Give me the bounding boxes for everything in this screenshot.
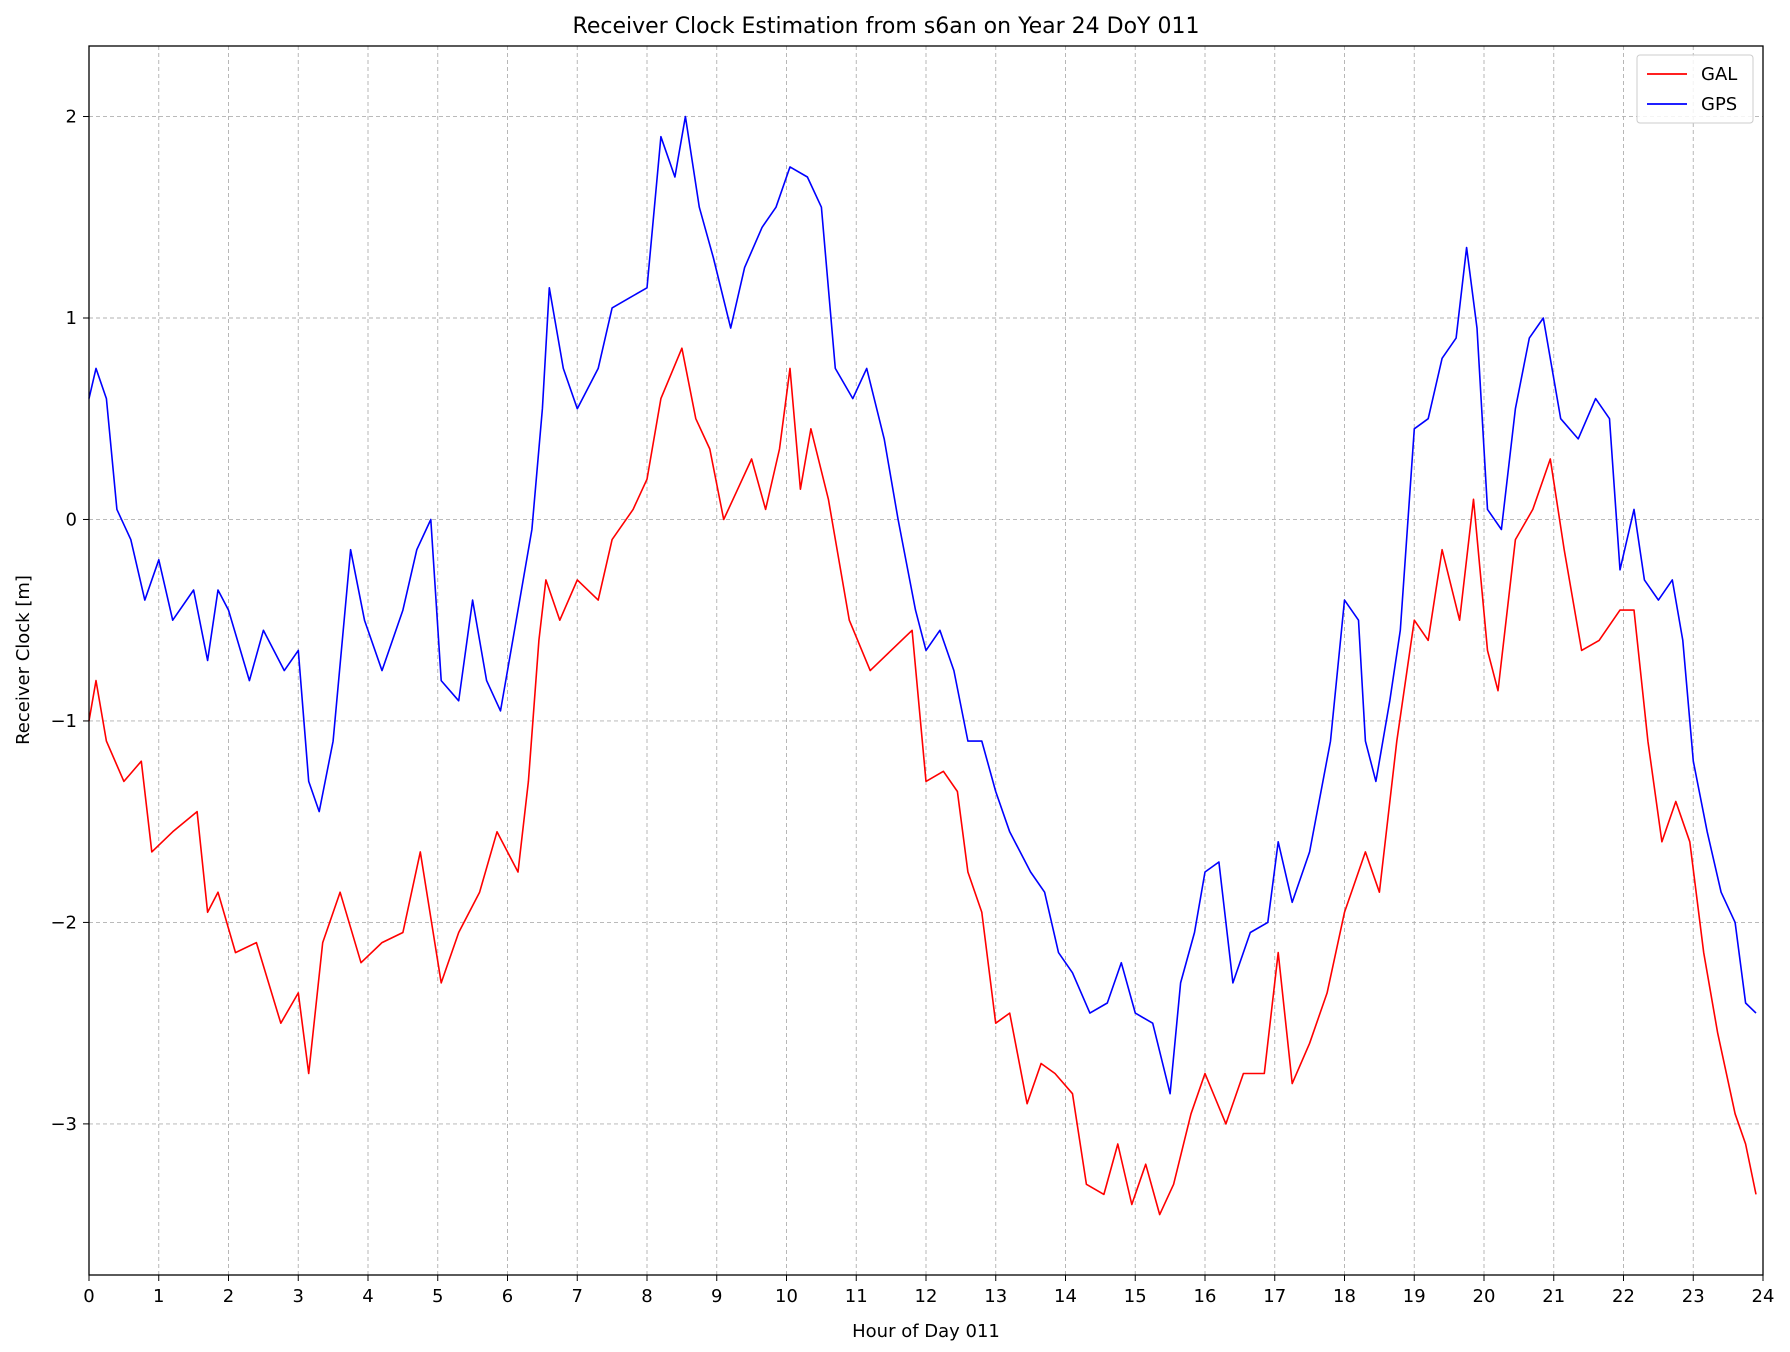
y-tick-label: −1 xyxy=(50,711,77,732)
legend-box xyxy=(1636,54,1754,124)
legend-label-gps: GPS xyxy=(1701,94,1737,115)
y-axis: −3 −2 −1 0 1 2 xyxy=(50,107,89,1135)
y-tick-label: −2 xyxy=(50,912,77,933)
legend-label-gal: GAL xyxy=(1701,64,1737,85)
series-line-gps xyxy=(88,115,1757,1095)
x-axis: 0 1 2 3 4 5 6 7 8 9 10 11 12 13 14 15 16 17 18 19 20 21 22 23 24 xyxy=(83,1275,1774,1307)
grid xyxy=(88,46,1764,1275)
series-line-gal xyxy=(88,347,1757,1216)
y-tick-label: 2 xyxy=(66,107,77,128)
x-tick-label: 17 xyxy=(1263,1286,1286,1307)
y-tick-label: 0 xyxy=(66,509,77,530)
x-tick-label: 3 xyxy=(293,1286,304,1307)
legend: GAL GPS xyxy=(1636,54,1754,124)
x-tick-label: 7 xyxy=(572,1286,583,1307)
x-tick-label: 14 xyxy=(1054,1286,1077,1307)
x-tick-label: 10 xyxy=(775,1286,798,1307)
x-tick-label: 0 xyxy=(83,1286,94,1307)
x-tick-label: 21 xyxy=(1542,1286,1565,1307)
x-tick-label: 13 xyxy=(984,1286,1007,1307)
x-tick-label: 4 xyxy=(362,1286,373,1307)
y-axis-label: Receiver Clock [m] xyxy=(13,575,34,745)
chart-title: Receiver Clock Estimation from s6an on Y… xyxy=(573,14,1200,39)
y-tick-label: 1 xyxy=(66,308,77,329)
x-tick-label: 8 xyxy=(641,1286,652,1307)
x-tick-label: 18 xyxy=(1333,1286,1356,1307)
x-tick-label: 16 xyxy=(1194,1286,1217,1307)
x-axis-label: Hour of Day 011 xyxy=(852,1321,1000,1342)
x-tick-label: 5 xyxy=(432,1286,443,1307)
x-tick-label: 1 xyxy=(153,1286,164,1307)
x-tick-label: 12 xyxy=(915,1286,938,1307)
x-tick-label: 20 xyxy=(1473,1286,1496,1307)
x-tick-label: 22 xyxy=(1612,1286,1635,1307)
x-tick-label: 23 xyxy=(1682,1286,1705,1307)
x-tick-label: 9 xyxy=(711,1286,722,1307)
x-tick-label: 19 xyxy=(1403,1286,1426,1307)
x-tick-label: 11 xyxy=(845,1286,868,1307)
x-tick-label: 15 xyxy=(1124,1286,1147,1307)
x-tick-label: 2 xyxy=(223,1286,234,1307)
y-tick-label: −3 xyxy=(50,1114,77,1135)
x-tick-label: 6 xyxy=(502,1286,513,1307)
series-layer xyxy=(88,115,1757,1216)
x-tick-label: 24 xyxy=(1752,1286,1775,1307)
